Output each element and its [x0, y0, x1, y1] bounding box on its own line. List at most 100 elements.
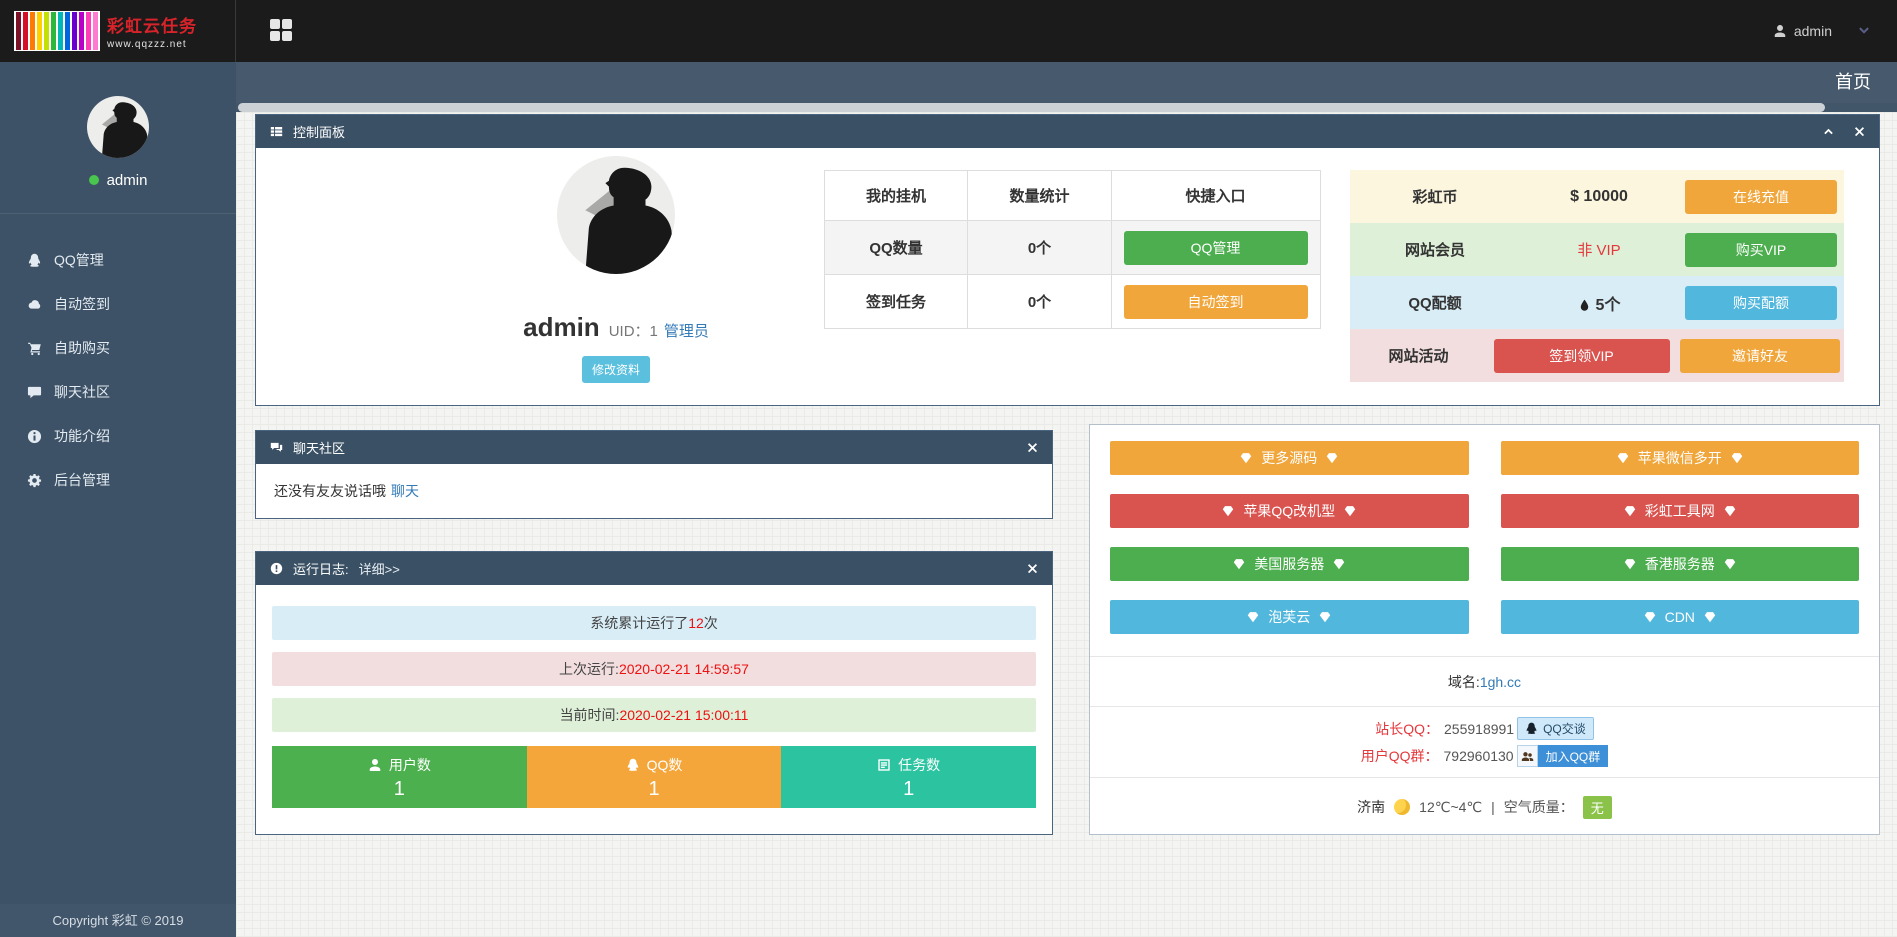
link-apple-qq-model[interactable]: 苹果QQ改机型 [1110, 494, 1469, 528]
gem-icon [1644, 611, 1656, 623]
sidebar: admin QQ管理 自动签到 自助购买 聊天社区 功能介绍 后台管理 Copy… [0, 62, 236, 937]
profile-name: admin [523, 312, 600, 342]
sidebar-divider [0, 213, 236, 214]
row-label: 签到任务 [825, 275, 968, 328]
gem-icon [1344, 505, 1356, 517]
cart-icon [27, 341, 42, 356]
close-icon [1854, 126, 1865, 137]
log-detail-link[interactable]: 详细>> [358, 562, 400, 577]
qq-manage-button[interactable]: QQ管理 [1123, 230, 1308, 265]
panel-title: 聊天社区 [293, 441, 346, 456]
link-us-server[interactable]: 美国服务器 [1110, 547, 1469, 581]
stat-label: 任务数 [898, 757, 941, 773]
sidebar-avatar[interactable] [87, 96, 149, 158]
control-panel: 控制面板 admin UID：1 管理员 修改资料 我的挂机 [255, 114, 1880, 406]
profile-avatar[interactable] [557, 156, 675, 274]
users-icon [1521, 750, 1534, 763]
owner-qq-label: 站长QQ： [1375, 720, 1440, 737]
stat-value: 1 [393, 778, 405, 800]
link-apple-wechat[interactable]: 苹果微信多开 [1500, 441, 1859, 475]
close-panel-button[interactable] [1027, 442, 1038, 453]
cloud-icon [27, 297, 42, 312]
vip-status: 非 VIP [1577, 242, 1621, 259]
gem-icon [1724, 505, 1736, 517]
gem-icon [1704, 611, 1716, 623]
buy-vip-button[interactable]: 购买VIP [1685, 232, 1837, 267]
brand-logo[interactable]: 彩虹云任务 www.qqzzz.net [0, 0, 236, 62]
link-paofu-cloud[interactable]: 泡芙云 [1110, 600, 1469, 634]
buy-quota-button[interactable]: 购买配额 [1685, 285, 1837, 320]
sidebar-item-auto-signin[interactable]: 自动签到 [0, 282, 236, 326]
recharge-button[interactable]: 在线充值 [1685, 179, 1837, 214]
hangup-stats-table: 我的挂机 数量统计 快捷入口 QQ数量 0个 QQ管理 签到任务 0个 自动签到 [824, 170, 1321, 329]
gem-icon [1724, 558, 1736, 570]
comments-icon [270, 441, 283, 454]
domain-label: 域名: [1447, 673, 1480, 690]
close-icon [1027, 442, 1038, 453]
stat-box-users: 用户数 1 [272, 746, 527, 808]
sidebar-item-admin-backend[interactable]: 后台管理 [0, 458, 236, 502]
collapse-panel-button[interactable] [1823, 126, 1834, 137]
row-label: 网站活动 [1388, 348, 1449, 365]
close-panel-button[interactable] [1854, 126, 1865, 137]
air-quality-label: 空气质量： [1503, 799, 1574, 815]
sidebar-item-label: 后台管理 [54, 472, 110, 488]
user-menu[interactable]: admin [1773, 0, 1871, 62]
invite-friends-button[interactable]: 邀请好友 [1680, 338, 1840, 373]
sidebar-item-feature-intro[interactable]: 功能介绍 [0, 414, 236, 458]
gem-icon [1617, 452, 1629, 464]
horizontal-scrollbar-thumb[interactable] [238, 103, 1825, 112]
content-area: 控制面板 admin UID：1 管理员 修改资料 我的挂机 [236, 112, 1897, 937]
link-more-source[interactable]: 更多源码 [1110, 441, 1469, 475]
stat-value: 1 [648, 778, 660, 800]
horizontal-scrollbar[interactable] [236, 103, 1897, 112]
row-label: 彩虹币 [1412, 189, 1458, 206]
log-highlight: 12 [688, 615, 704, 631]
gear-icon [27, 473, 42, 488]
air-quality-badge: 无 [1582, 795, 1612, 819]
sidebar-item-label: 聊天社区 [54, 384, 110, 400]
join-qq-group-button[interactable]: 加入QQ群 [1516, 745, 1609, 767]
gem-icon [1624, 505, 1636, 517]
sidebar-item-label: 自动签到 [54, 296, 110, 312]
qq-talk-button[interactable]: QQ交谈 [1517, 717, 1594, 740]
tab-home[interactable]: 首页 [1835, 72, 1871, 92]
quota-value: 5个 [1595, 296, 1621, 314]
close-panel-button[interactable] [1027, 563, 1038, 574]
domain-link[interactable]: 1gh.cc [1479, 673, 1522, 690]
weather-temperature: 12℃~4℃ [1419, 798, 1483, 815]
row-value: 0个 [968, 221, 1112, 274]
comment-icon [27, 385, 42, 400]
sidebar-item-self-purchase[interactable]: 自助购买 [0, 326, 236, 370]
auto-signin-button[interactable]: 自动签到 [1123, 284, 1308, 319]
gem-icon [1247, 611, 1259, 623]
table-row: QQ数量 0个 QQ管理 [825, 221, 1320, 275]
control-panel-header: 控制面板 [256, 115, 1879, 148]
chevron-up-icon [1823, 126, 1834, 137]
sidebar-item-qq-manage[interactable]: QQ管理 [0, 238, 236, 282]
edit-profile-button[interactable]: 修改资料 [581, 356, 650, 383]
column-header: 数量统计 [968, 171, 1112, 220]
link-hk-server[interactable]: 香港服务器 [1500, 547, 1859, 581]
info-icon [27, 429, 42, 444]
link-rainbow-tools[interactable]: 彩虹工具网 [1500, 494, 1859, 528]
profile-role-link[interactable]: 管理员 [663, 323, 709, 340]
info-circle-icon [270, 562, 283, 575]
signin-vip-button[interactable]: 签到领VIP [1493, 338, 1670, 373]
apps-menu-button[interactable] [270, 19, 292, 41]
topbar-username: admin [1793, 23, 1832, 39]
table-row: 签到任务 0个 自动签到 [825, 275, 1320, 328]
main-area: 首页 控制面板 admin UID：1 管理员 修改资料 [236, 62, 1897, 937]
sidebar-item-chat-community[interactable]: 聊天社区 [0, 370, 236, 414]
grid-icon [270, 19, 292, 41]
sidebar-nav: QQ管理 自动签到 自助购买 聊天社区 功能介绍 后台管理 [0, 238, 236, 502]
top-nav-bar: 首页 [236, 62, 1897, 103]
gem-icon [1240, 452, 1252, 464]
link-cdn[interactable]: CDN [1500, 600, 1859, 634]
brand-title: 彩虹云任务 [107, 17, 197, 36]
chat-link[interactable]: 聊天 [391, 483, 419, 499]
log-entry-current-time: 当前时间: 2020-02-21 15:00:11 [272, 698, 1036, 732]
panel-title: 运行日志: [293, 562, 349, 577]
table-row: 网站活动 签到领VIP 邀请好友 [1350, 329, 1844, 382]
